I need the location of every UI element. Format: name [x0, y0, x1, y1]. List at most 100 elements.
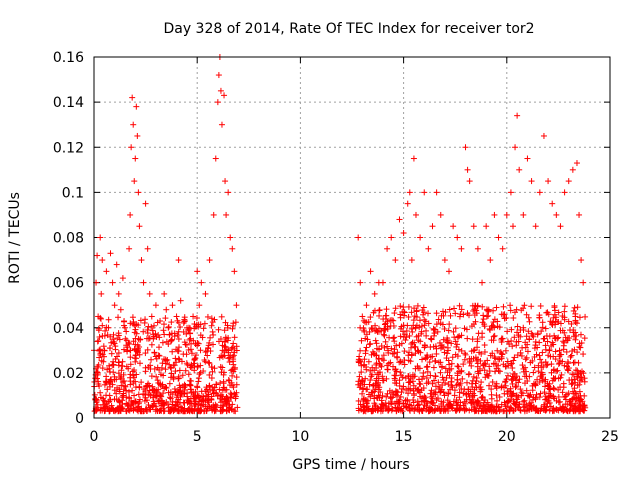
- data-point: [112, 355, 119, 362]
- data-point: [147, 362, 154, 369]
- data-point: [435, 316, 442, 323]
- data-point: [557, 223, 564, 230]
- data-point: [394, 392, 401, 399]
- data-point: [493, 385, 500, 392]
- data-point: [392, 305, 399, 312]
- data-point: [451, 392, 458, 399]
- data-point: [393, 353, 400, 360]
- data-point: [138, 257, 145, 264]
- data-point: [211, 365, 218, 372]
- data-point: [391, 310, 398, 317]
- data-point: [521, 408, 528, 415]
- data-point: [523, 401, 530, 408]
- data-point: [520, 398, 527, 405]
- data-point: [572, 319, 579, 326]
- data-point: [408, 257, 415, 264]
- data-point: [204, 352, 211, 359]
- data-point: [437, 211, 444, 218]
- data-point: [429, 223, 436, 230]
- data-point: [153, 355, 160, 362]
- data-point: [119, 379, 126, 386]
- data-point: [548, 369, 555, 376]
- data-point: [185, 371, 192, 378]
- data-point: [137, 360, 144, 367]
- data-point: [491, 211, 498, 218]
- data-point: [95, 361, 102, 368]
- data-point: [355, 234, 362, 241]
- data-point: [476, 384, 483, 391]
- data-point: [130, 406, 137, 413]
- data-point: [473, 384, 480, 391]
- data-point: [198, 388, 205, 395]
- data-point: [95, 337, 102, 344]
- data-point: [96, 347, 103, 354]
- data-point: [576, 381, 583, 388]
- data-point: [496, 324, 503, 331]
- data-point: [190, 337, 197, 344]
- data-point: [419, 307, 426, 314]
- data-point: [375, 375, 382, 382]
- data-point: [540, 363, 547, 370]
- data-point: [514, 323, 521, 330]
- data-point: [219, 407, 226, 414]
- data-point: [184, 361, 191, 368]
- data-point: [536, 394, 543, 401]
- data-point: [153, 406, 160, 413]
- data-point: [123, 408, 130, 415]
- data-point: [508, 360, 515, 367]
- data-point: [481, 342, 488, 349]
- data-point: [506, 408, 513, 415]
- data-point: [424, 352, 431, 359]
- data-point: [165, 324, 172, 331]
- data-point: [127, 361, 134, 368]
- data-point: [481, 348, 488, 355]
- data-point: [125, 365, 132, 372]
- data-point: [138, 379, 145, 386]
- data-point: [219, 347, 226, 354]
- data-point: [116, 388, 123, 395]
- data-point: [162, 384, 169, 391]
- y-tick-labels: 0 0.02 0.04 0.06 0.08 0.1 0.12 0.14 0.16: [53, 50, 84, 427]
- data-point: [474, 398, 481, 405]
- data-point: [550, 341, 557, 348]
- data-point: [424, 368, 431, 375]
- data-point: [454, 372, 461, 379]
- data-point: [205, 359, 212, 366]
- data-point: [209, 319, 216, 326]
- data-point: [405, 357, 412, 364]
- data-point: [228, 406, 235, 413]
- data-point: [161, 331, 168, 338]
- data-point: [116, 398, 123, 405]
- data-point: [106, 345, 113, 352]
- data-point: [95, 313, 102, 320]
- data-point: [158, 393, 165, 400]
- data-point: [510, 314, 517, 321]
- data-point: [162, 366, 169, 373]
- data-point: [96, 354, 103, 361]
- data-point: [523, 333, 530, 340]
- data-point: [550, 384, 557, 391]
- data-point: [210, 402, 217, 409]
- data-point: [128, 144, 135, 151]
- data-point: [221, 92, 228, 99]
- data-point: [566, 398, 573, 405]
- data-point: [454, 341, 461, 348]
- data-point: [504, 338, 511, 345]
- data-point: [122, 335, 129, 342]
- data-point: [359, 376, 366, 383]
- data-point: [418, 330, 425, 337]
- data-point: [423, 332, 430, 339]
- data-point: [132, 335, 139, 342]
- data-point: [458, 306, 465, 313]
- data-point: [451, 305, 458, 312]
- data-point: [216, 354, 223, 361]
- data-point: [504, 372, 511, 379]
- data-point: [400, 333, 407, 340]
- data-point: [474, 245, 481, 252]
- data-point: [396, 342, 403, 349]
- data-point: [431, 332, 438, 339]
- data-point: [445, 327, 452, 334]
- data-point: [175, 388, 182, 395]
- data-point: [487, 257, 494, 264]
